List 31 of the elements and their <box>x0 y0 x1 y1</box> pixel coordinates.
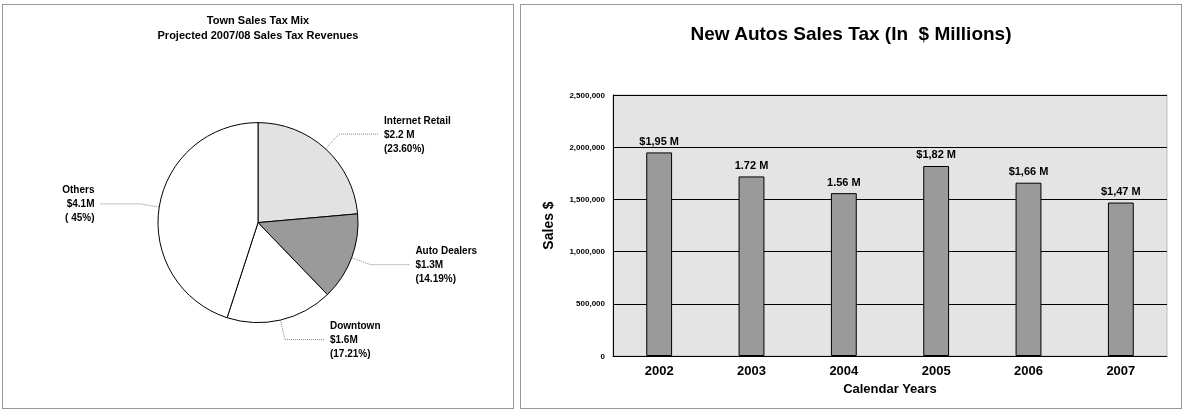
y-axis-title: Sales $ <box>540 201 556 250</box>
data-label: 1.72 M <box>734 158 769 171</box>
y-tick-label: 500,000 <box>576 299 606 309</box>
slice-label: Auto Dealers <box>415 245 478 257</box>
data-label: $1,95 M <box>639 134 680 147</box>
slice-label: Others <box>62 184 95 196</box>
data-label: $1,82 M <box>916 148 957 161</box>
y-tick-label: 2,000,000 <box>569 142 606 152</box>
data-label: $1,66 M <box>1008 165 1049 178</box>
x-tick-label: 2004 <box>829 363 860 378</box>
data-label: $1,47 M <box>1100 185 1141 198</box>
slice-label: Internet Retail <box>384 114 451 126</box>
data-label: $1.3M (14.19%) <box>415 259 456 285</box>
x-tick-label: 2005 <box>921 363 951 378</box>
chart-title: Town Sales Tax Mix <box>206 13 311 26</box>
data-label: $4.1M ( 45%) <box>65 198 95 224</box>
data-label: $2.2 M (23.60%) <box>384 128 425 154</box>
data-label: $1.6M (17.21%) <box>329 334 371 360</box>
chart-title: New Autos Sales Tax (In $ Millions) <box>690 23 1012 44</box>
y-tick-label: 1,500,000 <box>569 194 606 204</box>
slice-label: Downtown <box>329 320 381 332</box>
y-tick-label: 1,000,000 <box>569 247 606 257</box>
x-tick-label: 2003 <box>737 363 766 378</box>
chart-subtitle: Projected 2007/08 Sales Tax Revenues <box>157 28 359 41</box>
x-tick-label: 2006 <box>1014 363 1043 378</box>
x-axis-title: Calendar Years <box>843 380 937 396</box>
x-tick-label: 2002 <box>644 363 674 378</box>
x-tick-label: 2007 <box>1106 363 1136 378</box>
y-tick-label: 0 <box>600 351 606 361</box>
y-tick-label: 2,500,000 <box>569 90 606 100</box>
data-label: 1.56 M <box>827 175 861 188</box>
